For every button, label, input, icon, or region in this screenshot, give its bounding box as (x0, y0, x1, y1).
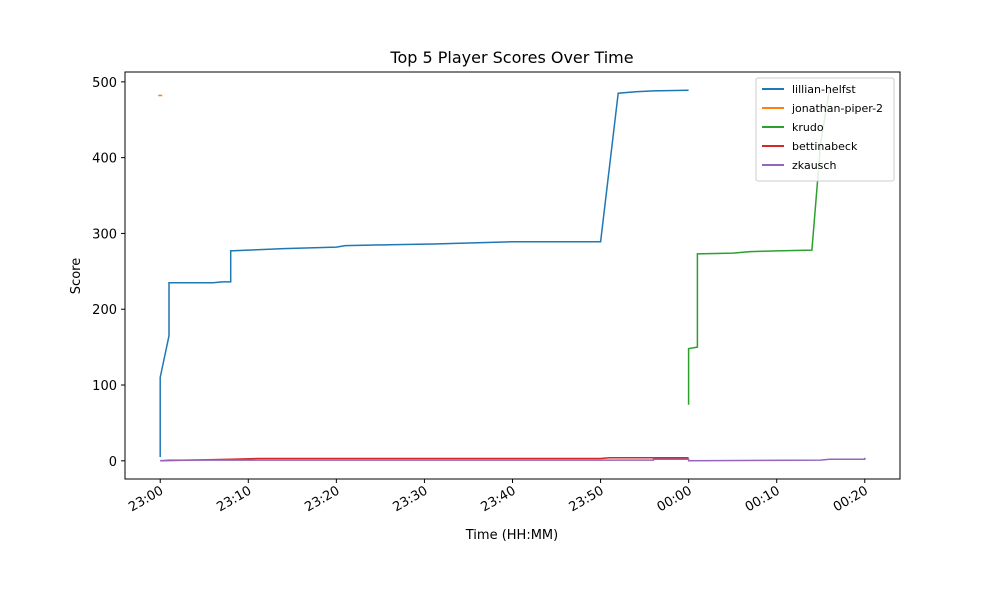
x-axis-label: Time (HH:MM) (465, 528, 558, 543)
y-tick-label: 0 (109, 455, 117, 470)
y-tick-label: 500 (92, 76, 117, 91)
x-tick-label: 23:20 (302, 483, 342, 515)
legend-label: krudo (792, 121, 824, 134)
y-tick-label: 100 (92, 379, 117, 394)
x-tick-label: 00:20 (831, 483, 871, 515)
y-tick-label: 300 (92, 227, 117, 242)
legend-label: zkausch (792, 159, 836, 172)
legend-label: jonathan-piper-2 (791, 102, 883, 115)
plot-frame (124, 71, 901, 480)
x-tick-label: 23:00 (126, 483, 166, 515)
series-line (160, 457, 866, 462)
x-tick-label: 00:10 (743, 483, 783, 515)
series-line (159, 89, 689, 457)
x-tick-label: 00:00 (655, 483, 695, 515)
x-tick-label: 23:30 (390, 483, 430, 515)
series-line (687, 89, 831, 405)
y-tick-label: 200 (92, 303, 117, 318)
legend-box (755, 77, 895, 182)
x-tick-label: 23:10 (214, 483, 254, 515)
y-tick-label: 400 (92, 152, 117, 167)
legend-label: lillian-helfst (792, 83, 856, 96)
legend-label: bettinabeck (792, 140, 858, 153)
y-axis-label: Score (69, 258, 84, 294)
chart-title: Top 5 Player Scores Over Time (389, 48, 633, 67)
x-tick-label: 23:50 (567, 483, 607, 515)
x-tick-label: 23:40 (479, 483, 519, 515)
